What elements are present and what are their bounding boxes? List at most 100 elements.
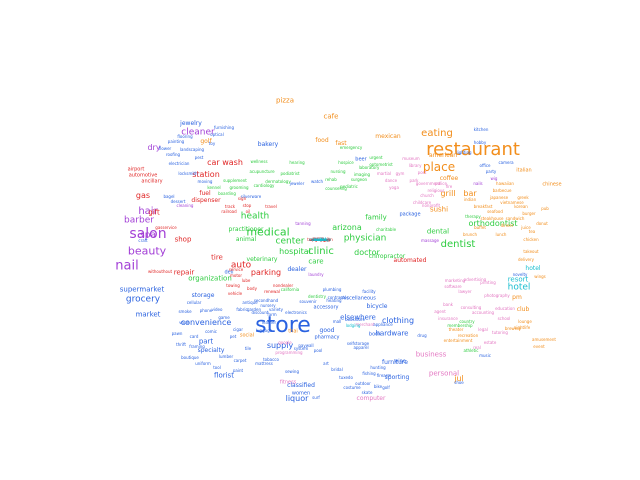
cloud-word: paywall — [298, 343, 314, 348]
cloud-word: barber — [124, 215, 154, 226]
cloud-word: shoe — [454, 380, 464, 385]
cloud-word: vape — [179, 320, 189, 325]
cloud-word: dentistry — [308, 294, 326, 299]
cloud-word: specialty — [197, 347, 225, 354]
cloud-word: classified — [287, 382, 315, 389]
cloud-word: bar — [463, 189, 477, 198]
cloud-word: surgeon — [350, 177, 368, 182]
cloud-word: landscaping — [179, 147, 205, 152]
cloud-word: charitable — [375, 227, 397, 232]
cloud-word: bookstore — [345, 317, 365, 322]
cloud-word: counseling — [325, 186, 347, 191]
cloud-word: framing — [189, 344, 205, 349]
cloud-word: childcare — [412, 200, 432, 205]
cloud-word: recreation — [457, 333, 479, 338]
cloud-word: travel — [265, 204, 277, 209]
cloud-word: pizza — [275, 96, 295, 105]
cloud-word: gas — [135, 191, 151, 200]
cloud-word: truck — [314, 237, 326, 242]
cloud-word: ski — [317, 237, 323, 242]
cloud-word: outdoor — [355, 381, 371, 386]
cloud-word: bike — [373, 384, 383, 389]
cloud-word: liquor — [285, 394, 309, 403]
cloud-word: estate — [483, 340, 497, 345]
cloud-word: tire — [211, 253, 223, 262]
cloud-word: lumber — [218, 354, 234, 359]
cloud-word: novelty — [512, 272, 528, 277]
cloud-word: venue — [313, 237, 327, 242]
cloud-word: yoga — [389, 185, 399, 190]
cloud-word: beauty — [127, 244, 167, 258]
cloud-word: resort — [507, 275, 529, 284]
cloud-word: seafood — [487, 209, 503, 214]
cloud-word: barbecue — [492, 188, 512, 193]
cloud-word: personal — [428, 369, 460, 378]
cloud-word: insurance — [438, 316, 458, 321]
cloud-word: consulting — [460, 305, 482, 310]
cloud-word: cleaner — [181, 127, 215, 138]
cloud-word: park — [409, 178, 419, 183]
cloud-word: furnishing — [214, 125, 234, 130]
cloud-word: fast — [335, 140, 347, 147]
cloud-word: burger — [522, 211, 536, 216]
cloud-word: wine — [394, 358, 406, 365]
cloud-word: glass — [314, 237, 326, 242]
cloud-word: toy — [208, 141, 216, 146]
cloud-word: theater — [448, 327, 464, 332]
cloud-word: selfstorage — [346, 341, 370, 346]
cloud-word: business — [415, 350, 447, 359]
cloud-word: silverware — [240, 194, 262, 199]
cloud-word: vietnamese — [500, 200, 524, 205]
cloud-word: jewelry — [180, 120, 202, 127]
cloud-word: withouthout — [147, 269, 173, 274]
cloud-word: hair — [138, 206, 158, 217]
cloud-word: printing — [480, 280, 496, 285]
cloud-word: dinner — [500, 223, 514, 228]
cloud-word: transmission — [307, 237, 333, 242]
cloud-word: plumbing — [322, 287, 342, 292]
cloud-word: programming — [275, 350, 303, 355]
cloud-word: korean — [514, 204, 528, 209]
cloud-word: greek — [517, 195, 529, 200]
cloud-word: chicken — [523, 237, 539, 242]
cloud-word: place — [422, 160, 456, 174]
cloud-word: american — [428, 152, 458, 159]
cloud-word: medical — [246, 225, 290, 239]
cloud-word: storage — [191, 292, 215, 299]
cloud-word: imaging — [353, 172, 371, 177]
cloud-word: emission — [311, 237, 329, 242]
cloud-word: airport — [127, 166, 145, 173]
cloud-word: hawaiian — [496, 181, 514, 186]
cloud-word: charging — [311, 237, 329, 242]
cloud-word: supermarket — [119, 285, 165, 294]
cloud-word: electronics — [285, 310, 307, 315]
cloud-word: indian — [463, 197, 477, 202]
cloud-word: marine — [312, 237, 328, 242]
cloud-word: food — [315, 137, 329, 144]
cloud-word: pest — [194, 155, 204, 160]
cloud-word: thai — [288, 328, 298, 335]
cloud-word: upholstery — [309, 237, 331, 242]
cloud-word: salvage — [312, 237, 328, 242]
cloud-word: convention — [308, 237, 332, 242]
cloud-word: pm — [512, 294, 522, 301]
cloud-word: tobacco — [263, 357, 279, 362]
cloud-word: religious — [427, 188, 445, 193]
cloud-word: boat — [315, 237, 325, 242]
cloud-word: animal — [235, 236, 257, 243]
cloud-word: breakfast — [473, 204, 493, 209]
cloud-word: urgent — [369, 155, 383, 160]
cloud-word: tool — [213, 365, 221, 370]
cloud-word: restaurant — [426, 139, 520, 160]
cloud-word: service — [228, 267, 244, 272]
cloud-word: tuxedo — [339, 375, 353, 380]
cloud-word: costume — [343, 385, 361, 390]
cloud-word: body — [247, 286, 257, 291]
cloud-word: dentist — [440, 239, 476, 250]
cloud-word: jul — [454, 374, 464, 383]
cloud-word: computer — [356, 395, 386, 402]
cloud-word: brunch — [463, 232, 477, 237]
cloud-word: emergency — [339, 145, 363, 150]
cloud-word: education — [495, 306, 515, 311]
cloud-word: auto — [230, 260, 252, 271]
